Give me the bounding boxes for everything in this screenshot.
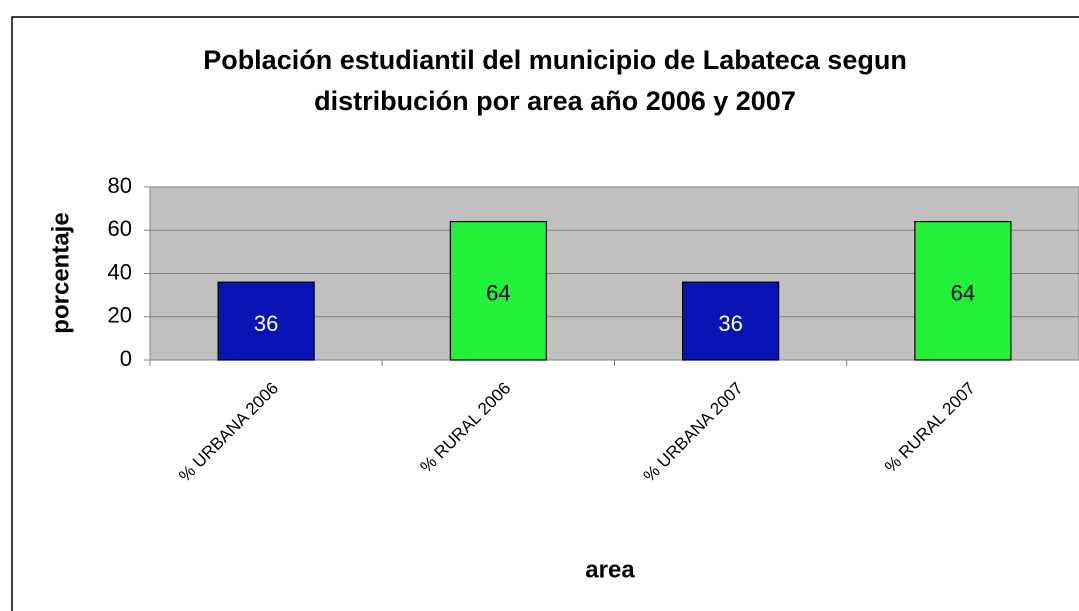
chart-title: distribución por area año 2006 y 2007: [314, 86, 796, 116]
y-tick-label: 80: [108, 173, 132, 198]
y-axis-label: porcentaje: [47, 212, 74, 333]
data-label: 64: [951, 281, 975, 306]
bar: [449, 221, 547, 361]
x-axis-label: area: [585, 556, 635, 583]
bar: [914, 221, 1012, 361]
y-tick-label: 60: [108, 216, 132, 241]
bar: [217, 281, 315, 361]
y-tick-label: 40: [108, 259, 132, 284]
data-label: 36: [254, 311, 278, 336]
y-tick-label: 20: [108, 303, 132, 328]
data-label: 36: [718, 311, 742, 336]
chart-title: Población estudiantil del municipio de L…: [203, 45, 907, 75]
y-tick-label: 0: [120, 346, 132, 371]
bar: [682, 281, 780, 361]
data-label: 64: [486, 281, 510, 306]
